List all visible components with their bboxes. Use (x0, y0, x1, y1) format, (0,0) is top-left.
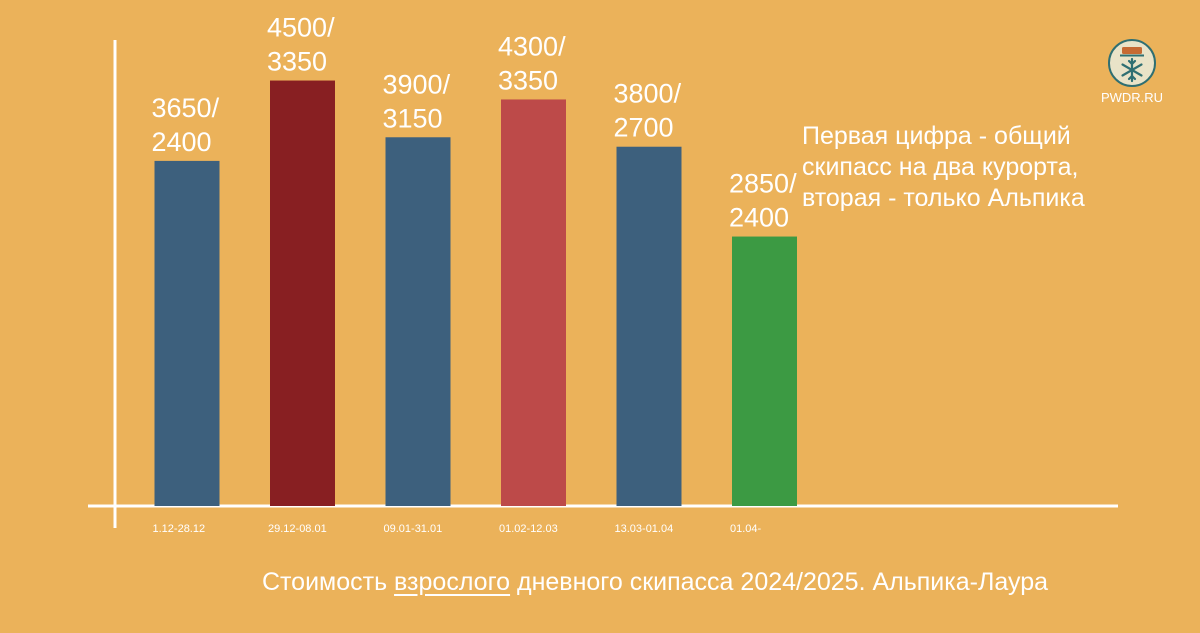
x-tick-label-4: 01.02-12.03 (499, 523, 558, 535)
data-label-2-line-2: 3350 (267, 47, 327, 77)
caption-underlined: взрослого (394, 568, 511, 596)
bar-chart: 3650/2400 1.12-28.12 4500/3350 29.12-08.01 3… (88, 13, 1118, 535)
note-line-1: Первая цифра - общий (802, 122, 1071, 150)
x-tick-label-1: 1.12-28.12 (153, 523, 206, 535)
data-label-6-line-1: 2850/ (729, 169, 797, 199)
bar-4 (501, 99, 566, 507)
data-label-3-line-1: 3900/ (383, 69, 451, 99)
x-tick-label-6: 01.04- (730, 523, 762, 535)
data-label-4-line-1: 4300/ (498, 31, 566, 61)
data-label-5-line-2: 2700 (614, 113, 674, 143)
data-label-3-line-2: 3150 (383, 103, 443, 133)
caption-start: Стоимость (261, 568, 395, 596)
data-label-6-line-2: 2400 (729, 203, 789, 233)
note-line-3: вторая - только Альпика (802, 184, 1085, 212)
data-label-5-line-1: 3800/ (614, 79, 682, 109)
data-label-1-line-2: 2400 (152, 127, 212, 157)
x-tick-label-3: 09.01-31.01 (384, 523, 443, 535)
data-label-1-line-1: 3650/ (152, 93, 220, 123)
x-tick-label-2: 29.12-08.01 (268, 523, 327, 535)
data-label-4-line-2: 3350 (498, 65, 558, 95)
bar-5 (616, 146, 682, 506)
note-line-2: скипасс на два курорта, (802, 153, 1079, 181)
bar-2 (270, 80, 335, 506)
x-tick-label-5: 13.03-01.04 (615, 523, 674, 535)
data-label-2-line-1: 4500/ (267, 13, 335, 43)
bar-3 (385, 137, 451, 507)
pwdr-logo: PWDR.RU (1096, 38, 1168, 118)
brand-name: PWDR.RU (1100, 90, 1164, 105)
chart-caption: Стоимость взрослого дневного скипасса 20… (0, 568, 1200, 597)
bar-6 (732, 236, 797, 506)
snowflake-icon (1108, 39, 1156, 87)
caption-end: дневного скипасса 2024/2025. Альпика-Лау… (510, 568, 1049, 596)
legend-note: Первая цифра - общий скипасс на два куро… (802, 121, 1162, 214)
bar-1 (154, 160, 220, 506)
